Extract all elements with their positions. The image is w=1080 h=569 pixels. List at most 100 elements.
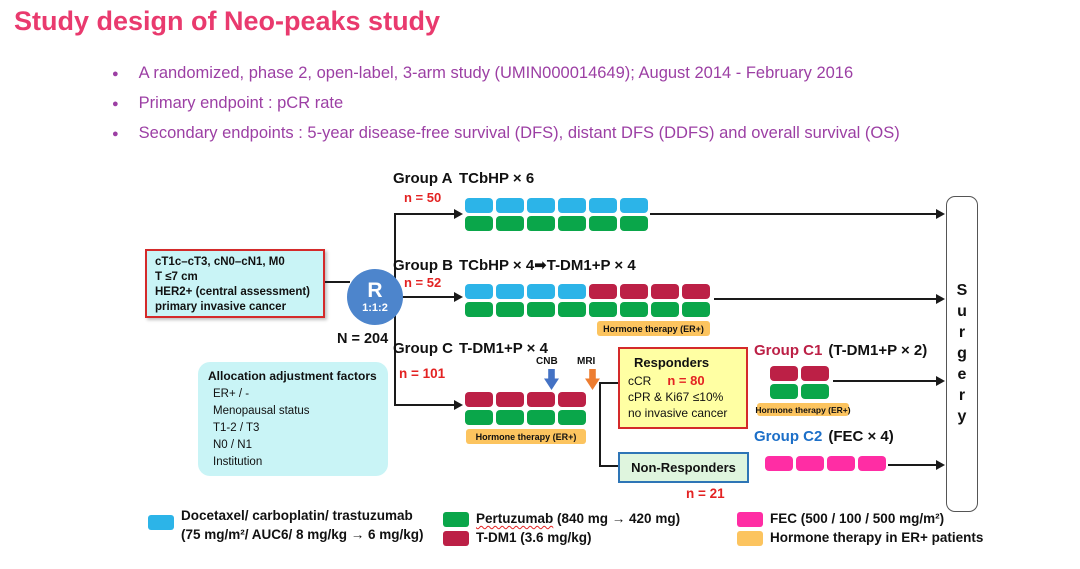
group-b-to-surgery-arrow	[714, 294, 945, 304]
bullet-icon: ●	[112, 128, 119, 140]
randomization-ratio: 1:1:2	[362, 302, 388, 314]
arrow-to-group-b	[402, 292, 463, 302]
blue-treatment-square	[496, 284, 524, 299]
green-treatment-square	[801, 384, 829, 399]
group-c1-top-row	[770, 366, 829, 381]
responders-n: n = 80	[667, 372, 705, 388]
allocation-item: ER+ / -	[213, 387, 250, 400]
surgery-letter: u	[957, 303, 967, 320]
page-title: Study design of Neo-peaks study	[14, 6, 441, 36]
bullet-list: ● A randomized, phase 2, open-label, 3-ar…	[112, 64, 900, 154]
green-treatment-square	[496, 302, 524, 317]
non-responders-n: n = 21	[686, 486, 725, 501]
eligibility-line: T ≤7 cm	[155, 270, 198, 283]
green-treatment-square	[465, 410, 493, 425]
green-treatment-square	[558, 410, 586, 425]
group-c2-title: Group C2 (FEC × 4)	[754, 428, 894, 445]
group-b-bottom-row	[465, 302, 710, 317]
arrow-to-group-c	[394, 400, 463, 410]
green-treatment-square	[527, 216, 555, 231]
green-treatment-square	[620, 302, 648, 317]
eligibility-line: primary invasive cancer	[155, 300, 287, 313]
responders-criteria-noinv: no invasive cancer	[628, 406, 728, 421]
bullet-item: ● Secondary endpoints : 5-year disease-fr…	[112, 124, 900, 143]
surgery-letter: e	[957, 366, 967, 383]
group-a-squares	[465, 198, 648, 231]
bullet-text: Primary endpoint : pCR rate	[138, 94, 344, 112]
pink-treatment-square	[827, 456, 855, 471]
eligibility-to-r-line	[325, 281, 350, 283]
split-to-responders-line	[599, 382, 619, 384]
surgery-letter: r	[958, 387, 966, 404]
blue-treatment-square	[465, 284, 493, 299]
crimson-treatment-square	[801, 366, 829, 381]
crimson-treatment-square	[770, 366, 798, 381]
legend-pertuzumab-rest: (840 mg → 420 mg)	[553, 511, 681, 526]
blue-treatment-square	[558, 198, 586, 213]
blue-treatment-square	[527, 198, 555, 213]
bullet-item: ● A randomized, phase 2, open-label, 3-ar…	[112, 64, 900, 83]
group-c2-row	[765, 456, 886, 471]
green-treatment-square	[465, 216, 493, 231]
legend-swatch-fec	[737, 512, 763, 527]
group-c-name: Group C	[393, 340, 453, 357]
group-b-regimen: TCbHP × 4➡T-DM1+P × 4	[459, 257, 636, 274]
green-treatment-square	[527, 302, 555, 317]
allocation-box: Allocation adjustment factors ER+ / - Me…	[198, 362, 388, 476]
legend-swatch-tdm1	[443, 531, 469, 546]
crimson-treatment-square	[527, 392, 555, 407]
responders-box: Responders cCR n = 80 cPR & Ki67 ≤10% no…	[618, 347, 748, 429]
bullet-text: Secondary endpoints : 5-year disease-fre…	[138, 124, 900, 142]
bullet-icon: ●	[112, 98, 119, 110]
group-b-name: Group B	[393, 257, 453, 274]
group-c-n: n = 101	[399, 366, 446, 381]
allocation-item: Menopausal status	[213, 404, 310, 417]
green-treatment-square	[496, 410, 524, 425]
surgery-letter: g	[957, 345, 967, 362]
blue-treatment-square	[465, 198, 493, 213]
group-a-top-row	[465, 198, 648, 213]
pink-treatment-square	[796, 456, 824, 471]
legend-docetaxel: Docetaxel/ carboplatin/ trastuzumab (75 …	[181, 506, 424, 544]
green-treatment-square	[682, 302, 710, 317]
crimson-treatment-square	[682, 284, 710, 299]
randomization-letter: R	[367, 279, 383, 302]
legend-docetaxel-line1: Docetaxel/ carboplatin/ trastuzumab	[181, 508, 413, 523]
group-c-title: Group C T-DM1+P × 4	[393, 340, 548, 357]
group-a-n: n = 50	[404, 190, 442, 205]
eligibility-box: cT1c–cT3, cN0–cN1, M0 T ≤7 cm HER2+ (cen…	[145, 249, 325, 318]
group-b-squares	[465, 284, 710, 317]
mri-label: MRI	[577, 356, 596, 367]
cnb-down-arrow-icon	[544, 369, 559, 390]
surgery-letter: y	[957, 408, 967, 425]
bullet-text: A randomized, phase 2, open-label, 3-arm…	[138, 64, 854, 82]
pink-treatment-square	[858, 456, 886, 471]
group-c-hormone-bar: Hormone therapy (ER+)	[466, 429, 586, 444]
blue-treatment-square	[558, 284, 586, 299]
allocation-title: Allocation adjustment factors	[208, 369, 377, 383]
mri-down-arrow-icon	[585, 369, 600, 390]
legend-docetaxel-line2: (75 mg/m²/ AUC6/ 8 mg/kg → 6 mg/kg)	[181, 527, 424, 542]
bullet-icon: ●	[112, 68, 119, 80]
randomization-circle: R 1:1:2	[347, 269, 403, 325]
blue-treatment-square	[527, 284, 555, 299]
green-treatment-square	[558, 302, 586, 317]
eligibility-line: cT1c–cT3, cN0–cN1, M0	[155, 256, 285, 268]
pink-treatment-square	[765, 456, 793, 471]
legend-pertuzumab: Pertuzumab (840 mg → 420 mg)	[476, 509, 680, 528]
legend-swatch-pertuzumab	[443, 512, 469, 527]
green-treatment-square	[589, 216, 617, 231]
non-responders-box: Non-Responders	[618, 452, 749, 483]
n-total-label: N = 204	[337, 331, 389, 347]
green-treatment-square	[558, 216, 586, 231]
green-treatment-square	[496, 216, 524, 231]
crimson-treatment-square	[651, 284, 679, 299]
eligibility-line: HER2+ (central assessment)	[155, 285, 311, 298]
group-c1-bottom-row	[770, 384, 829, 399]
group-b-hormone-bar: Hormone therapy (ER+)	[597, 321, 710, 336]
green-treatment-square	[589, 302, 617, 317]
group-c-regimen: T-DM1+P × 4	[459, 340, 548, 357]
group-b-n: n = 52	[404, 275, 442, 290]
responder-split-line	[599, 383, 601, 467]
group-c2-regimen: (FEC × 4)	[828, 428, 894, 445]
